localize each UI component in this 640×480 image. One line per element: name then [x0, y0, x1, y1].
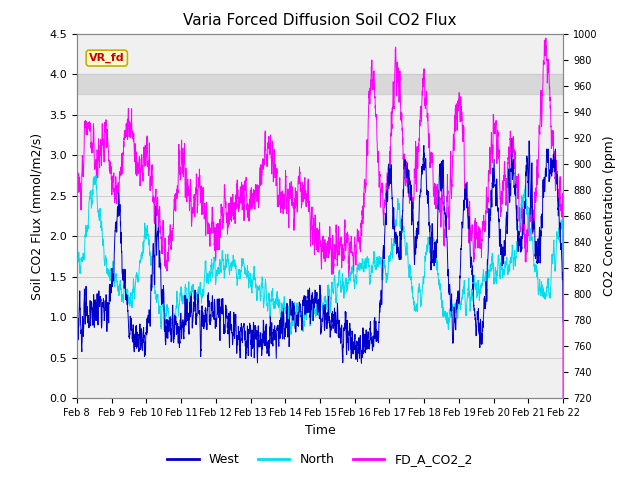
Legend: West, North, FD_A_CO2_2: West, North, FD_A_CO2_2: [163, 448, 477, 471]
Y-axis label: CO2 Concentration (ppm): CO2 Concentration (ppm): [603, 136, 616, 296]
Bar: [77, 74, 563, 95]
Y-axis label: Soil CO2 Flux (mmol/m2/s): Soil CO2 Flux (mmol/m2/s): [31, 132, 44, 300]
Text: VR_fd: VR_fd: [89, 53, 125, 63]
Title: Varia Forced Diffusion Soil CO2 Flux: Varia Forced Diffusion Soil CO2 Flux: [183, 13, 457, 28]
X-axis label: Time: Time: [305, 424, 335, 437]
